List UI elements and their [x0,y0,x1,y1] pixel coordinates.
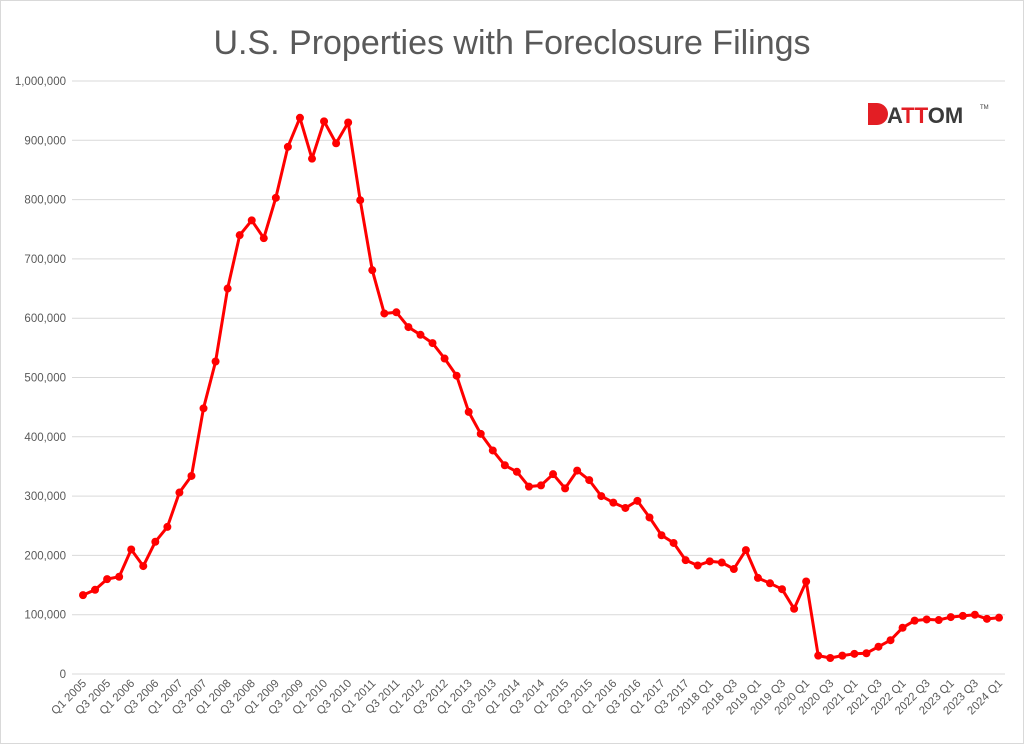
data-point [982,614,991,623]
data-point [766,579,774,588]
data-point [476,429,485,438]
data-point [259,234,268,243]
data-point [464,407,473,416]
data-point [308,154,316,163]
data-point [802,577,811,586]
y-axis-labels: 0 100,000 200,000 300,000 400,000 500,000 600,… [15,76,66,681]
data-point [898,623,907,632]
data-point [416,330,425,339]
data-point [537,481,545,490]
data-point [717,558,726,567]
data-point [127,545,136,554]
data-point [139,562,148,571]
y-tick-label: 200,000 [24,550,66,562]
data-point [669,538,678,547]
data-point [488,446,497,455]
y-tick-label: 900,000 [24,135,66,147]
y-tick-label: 0 [60,669,66,681]
y-tick-label: 100,000 [24,610,66,622]
y-tick-label: 800,000 [24,195,66,207]
data-point [187,471,196,480]
data-point [223,284,232,293]
y-tick-label: 400,000 [24,432,66,444]
data-point [934,616,943,625]
data-point [621,503,630,512]
svg-text:ATTOM: ATTOM [887,103,963,128]
data-point [946,613,955,622]
data-point [320,117,329,126]
data-point [910,616,919,625]
data-point [778,585,787,594]
data-point [970,610,979,619]
data-point [814,651,823,660]
data-point [657,531,666,540]
data-point [573,466,582,475]
data-point [428,339,437,348]
y-tick-label: 300,000 [24,491,66,503]
data-point [753,573,762,582]
data-point [404,323,413,332]
y-tick-label: 1,000,000 [15,76,66,88]
data-point [283,142,292,151]
data-point [368,266,377,275]
data-point [922,615,931,624]
data-point [995,613,1003,622]
attom-logo-mark-icon [868,103,888,125]
data-point [211,357,220,366]
data-point [729,565,738,574]
data-point [91,585,100,594]
svg-text:TM: TM [980,105,989,111]
data-point [175,488,184,497]
data-point [163,522,172,531]
data-point [344,118,353,127]
data-point [609,498,618,507]
data-point [705,557,714,566]
data-point [356,196,365,205]
data-point [597,492,606,501]
data-point [271,193,280,202]
data-point [645,513,654,522]
data-point [741,546,750,555]
series-line [79,113,1003,662]
data-point [247,216,256,225]
data-point [440,354,449,363]
attom-logo: ATTOM TM [868,103,989,128]
data-point [103,575,112,584]
data-point [452,371,461,380]
chart-title: U.S. Properties with Foreclosure Filings [213,24,810,62]
gridlines [72,80,1005,675]
data-point [199,404,208,413]
data-point [633,496,642,505]
data-point [380,309,389,318]
data-point [681,556,690,565]
data-point [235,231,244,240]
data-point [524,482,533,491]
data-point [79,591,87,600]
data-point [295,113,304,122]
data-point [862,649,871,658]
data-point [693,561,702,570]
data-point [500,461,509,470]
data-point [561,484,570,493]
data-point [790,604,799,613]
data-point [826,653,835,662]
y-tick-label: 500,000 [24,373,66,385]
data-point [332,139,341,148]
data-point [549,470,558,479]
data-point [850,649,859,658]
y-tick-label: 600,000 [24,313,66,325]
data-point [958,611,967,620]
data-point [838,651,847,660]
y-tick-label: 700,000 [24,254,66,266]
data-point [874,642,883,651]
data-point [585,476,594,485]
data-point [115,572,124,581]
data-point [151,537,160,546]
data-point [886,636,895,645]
data-point [512,467,521,476]
data-point [392,308,401,317]
